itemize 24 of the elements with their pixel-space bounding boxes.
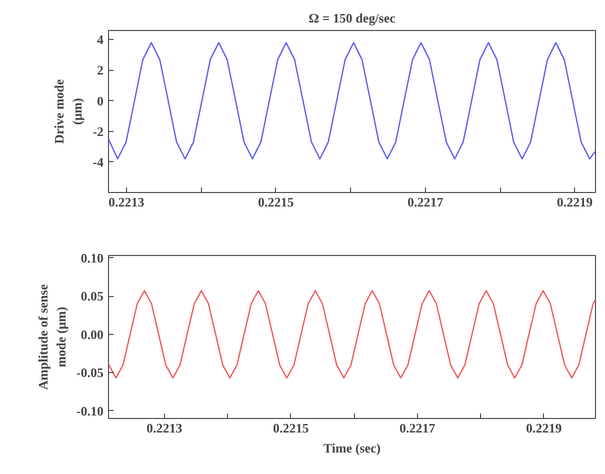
x-tick-label: 0.2217 xyxy=(407,194,444,210)
chart-title: Ω = 150 deg/sec xyxy=(308,10,396,26)
x-tick-label: 0.2213 xyxy=(146,420,183,436)
y-tick-label: -0.10 xyxy=(76,403,104,418)
x-tick-label: 0.2215 xyxy=(258,194,294,210)
x-tick-label: 0.2215 xyxy=(273,420,310,436)
x-tick-label: 0.2219 xyxy=(556,194,594,210)
y-tick-label: 0 xyxy=(97,93,104,108)
x-axis-title: Time (sec) xyxy=(323,440,381,456)
x-tick-label: 0.2213 xyxy=(108,194,145,210)
y-axis-title: Drive mode (μm) xyxy=(52,78,85,144)
y-tick-label: -2 xyxy=(92,124,104,139)
y-tick-label: 4 xyxy=(97,32,104,48)
y-tick-label: -4 xyxy=(92,154,104,170)
y-tick-label: 0.10 xyxy=(80,250,104,266)
y-tick-label: -0.05 xyxy=(76,365,104,380)
y-tick-label: 2 xyxy=(97,62,104,78)
x-tick-label: 0.2217 xyxy=(399,420,436,436)
line-series xyxy=(108,290,596,379)
y-axis-title: Amplitude of sense mode (μm) xyxy=(35,284,68,390)
y-tick-label: 0.00 xyxy=(80,326,104,342)
y-tick-label: 0.05 xyxy=(80,288,104,304)
line-series xyxy=(108,42,596,160)
x-tick-label: 0.2219 xyxy=(526,420,562,436)
